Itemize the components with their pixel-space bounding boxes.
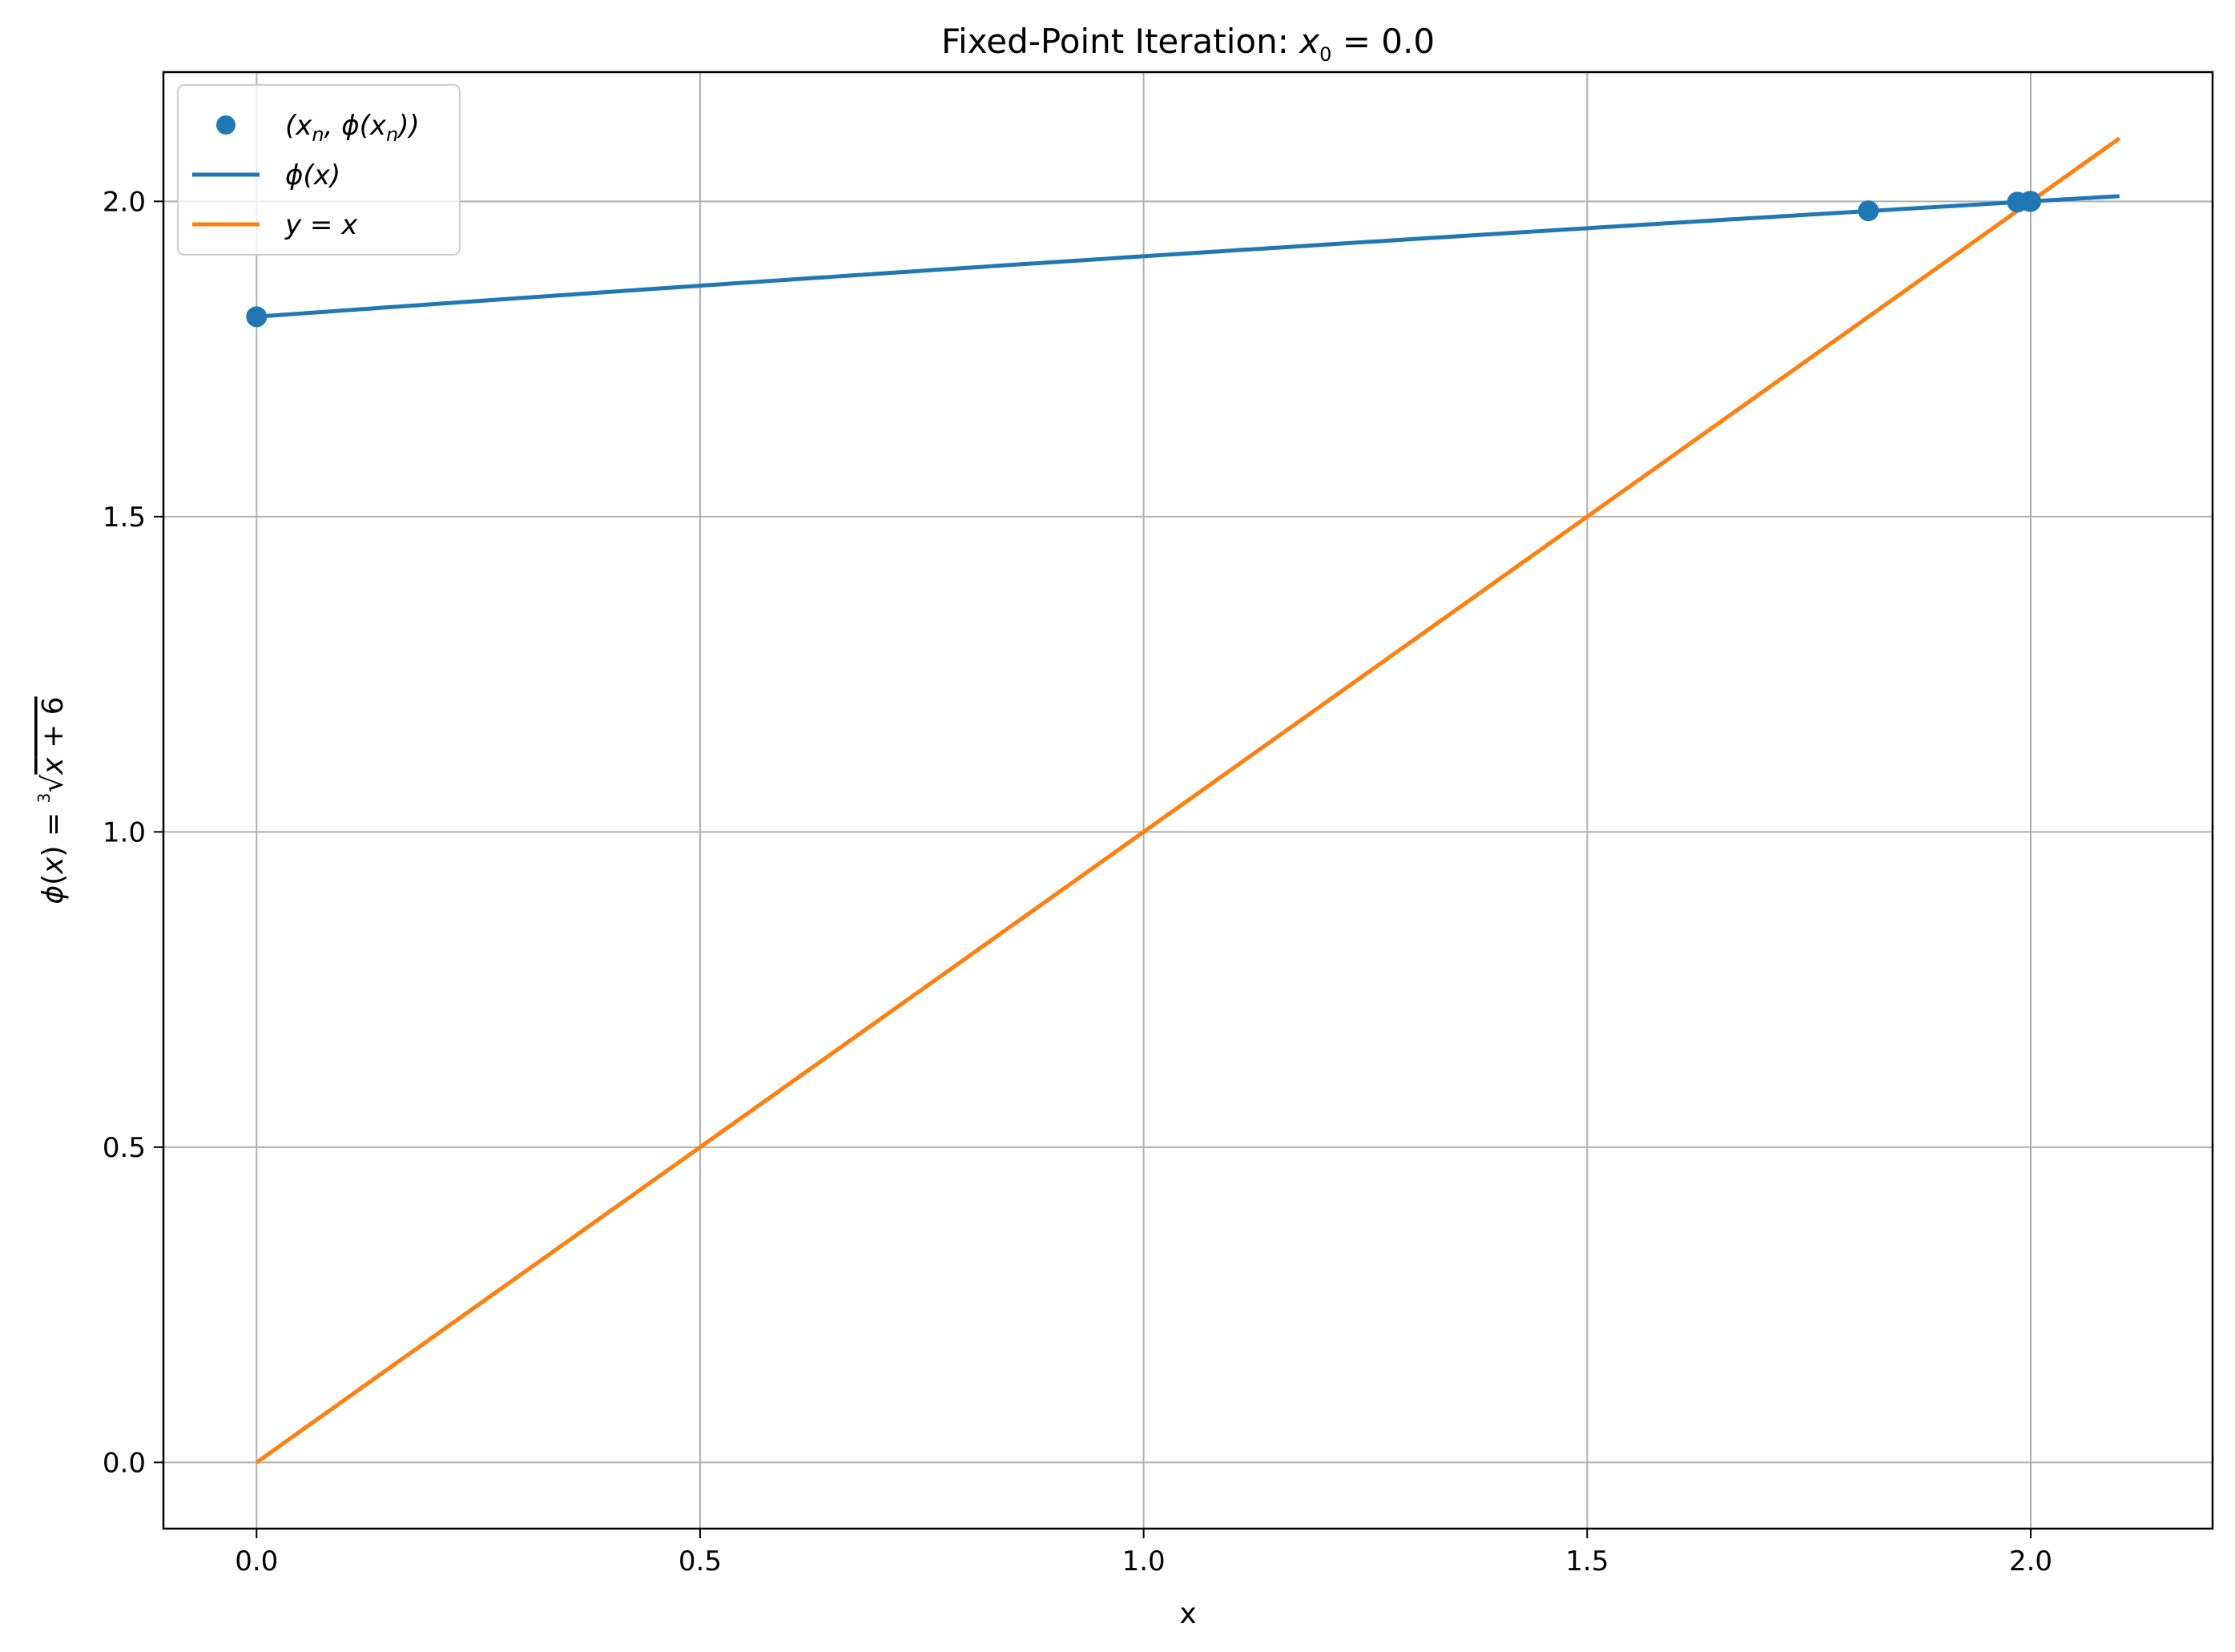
legend-label-identity: y = x (284, 209, 358, 241)
y-tick-label: 0.5 (103, 1132, 146, 1164)
legend-box (177, 84, 461, 256)
x-tick-label: 1.5 (1565, 1545, 1609, 1577)
series-line-0 (256, 194, 2120, 319)
y-tick-label: 2.0 (103, 186, 146, 218)
scatter-point (2020, 191, 2041, 212)
chart-title: Fixed-Point Iteration: x0 = 0.0 (941, 22, 1435, 66)
legend: (xn, ϕ(xn)) ϕ(x) y = x (177, 84, 461, 256)
y-axis-label: ϕ(x) = 3√x + 6 (34, 696, 70, 904)
y-tick-label: 1.5 (103, 502, 146, 534)
scatter-point (246, 306, 268, 328)
series-layer (246, 136, 2121, 1465)
ticks: 0.0 0.5 1.0 1.5 2.0 0.0 0.5 1.0 1.5 2.0 (103, 186, 2052, 1577)
svg-text:ϕ(x) = 3√x + 6: ϕ(x) = 3√x + 6 (34, 696, 70, 904)
x-tick-label: 1.0 (1122, 1545, 1166, 1577)
plot-frame (162, 71, 2214, 1530)
y-tick-label: 1.0 (103, 816, 146, 848)
x-tick-label: 2.0 (2009, 1545, 2052, 1577)
legend-marker-scatter (216, 115, 236, 135)
x-tick-label: 0.0 (235, 1545, 278, 1577)
x-axis-label: x (1179, 1598, 1196, 1630)
series-line-1 (255, 136, 2121, 1465)
scatter-point (1858, 200, 1879, 222)
x-tick-label: 0.5 (679, 1545, 722, 1577)
legend-label-scatter: (xn, ϕ(xn)) (285, 110, 420, 146)
y-tick-label: 0.0 (103, 1447, 146, 1479)
legend-label-phi: ϕ(x) (285, 159, 340, 191)
